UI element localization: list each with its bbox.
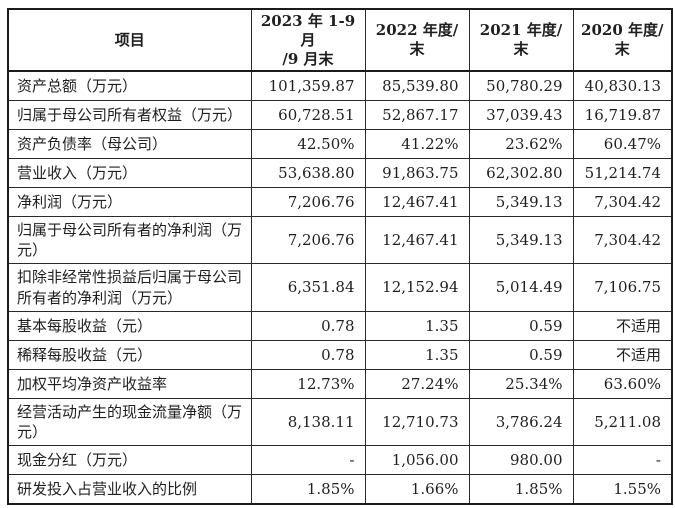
- cell-value: 5,349.13: [468, 186, 574, 217]
- cell-value: 7,206.76: [250, 215, 366, 265]
- cell-value: 12,710.73: [364, 397, 470, 447]
- cell-value: 0.78: [250, 339, 366, 370]
- cell-value: 5,211.08: [572, 397, 673, 447]
- row-label: 净利润（万元）: [7, 186, 252, 217]
- column-header-2021: 2021 年度/末: [468, 8, 574, 73]
- cell-value: 1.35: [364, 339, 470, 370]
- cell-value: -: [250, 445, 366, 476]
- cell-value: 1.85%: [468, 474, 574, 505]
- cell-value: 8,138.11: [250, 397, 366, 447]
- row-label: 现金分红（万元）: [7, 445, 252, 476]
- cell-value: 53,638.80: [250, 157, 366, 188]
- cell-value: 60,728.51: [250, 99, 366, 130]
- row-label: 归属于母公司所有者的净利润（万元）: [7, 215, 252, 265]
- row-label: 加权平均净资产收益率: [7, 368, 252, 399]
- table-row: 资产总额（万元） 101,359.87 85,539.80 50,780.29 …: [7, 70, 673, 101]
- cell-value: 7,304.42: [572, 215, 673, 265]
- table-row: 基本每股收益（元） 0.78 1.35 0.59 不适用: [7, 310, 673, 341]
- row-label: 经营活动产生的现金流量净额（万元）: [7, 397, 252, 447]
- cell-value: 1.35: [364, 310, 470, 341]
- cell-value: 980.00: [468, 445, 574, 476]
- cell-value: 27.24%: [364, 368, 470, 399]
- cell-value: 12,152.94: [364, 263, 470, 312]
- cell-value: 1,056.00: [364, 445, 470, 476]
- cell-value: 7,304.42: [572, 186, 673, 217]
- cell-value: 6,351.84: [250, 263, 366, 312]
- cell-value: 16,719.87: [572, 99, 673, 130]
- cell-value: 52,867.17: [364, 99, 470, 130]
- cell-value: 5,014.49: [468, 263, 574, 312]
- cell-value: 85,539.80: [364, 70, 470, 101]
- cell-value: 5,349.13: [468, 215, 574, 265]
- row-label: 研发投入占营业收入的比例: [7, 474, 252, 505]
- row-label: 扣除非经常性损益后归属于母公司所有者的净利润（万元）: [7, 263, 252, 312]
- cell-value: 42.50%: [250, 128, 366, 159]
- row-label: 稀释每股收益（元）: [7, 339, 252, 370]
- cell-value: 不适用: [572, 310, 673, 341]
- cell-value: 12.73%: [250, 368, 366, 399]
- table-row: 营业收入（万元） 53,638.80 91,863.75 62,302.80 5…: [7, 157, 673, 188]
- table-row: 归属于母公司所有者权益（万元） 60,728.51 52,867.17 37,0…: [7, 99, 673, 130]
- column-header-2020: 2020 年度/末: [572, 8, 673, 73]
- cell-value: 0.59: [468, 310, 574, 341]
- table-row: 现金分红（万元） - 1,056.00 980.00 -: [7, 445, 673, 476]
- cell-value: 不适用: [572, 339, 673, 370]
- cell-value: 3,786.24: [468, 397, 574, 447]
- table-row: 归属于母公司所有者的净利润（万元） 7,206.76 12,467.41 5,3…: [7, 215, 673, 265]
- header-row: 项目 2023 年 1-9 月 /9 月末 2022 年度/末 2021 年度/…: [7, 8, 673, 73]
- table-row: 研发投入占营业收入的比例 1.85% 1.66% 1.85% 1.55%: [7, 474, 673, 505]
- table-row: 资产负债率（母公司） 42.50% 41.22% 23.62% 60.47%: [7, 128, 673, 159]
- row-label: 资产总额（万元）: [7, 70, 252, 101]
- cell-value: 1.66%: [364, 474, 470, 505]
- cell-value: 40,830.13: [572, 70, 673, 101]
- cell-value: 63.60%: [572, 368, 673, 399]
- table-row: 稀释每股收益（元） 0.78 1.35 0.59 不适用: [7, 339, 673, 370]
- cell-value: 51,214.74: [572, 157, 673, 188]
- cell-value: 50,780.29: [468, 70, 574, 101]
- cell-value: 101,359.87: [250, 70, 366, 101]
- cell-value: 1.85%: [250, 474, 366, 505]
- row-label: 营业收入（万元）: [7, 157, 252, 188]
- row-label: 基本每股收益（元）: [7, 310, 252, 341]
- cell-value: 41.22%: [364, 128, 470, 159]
- cell-value: 12,467.41: [364, 186, 470, 217]
- table-row: 净利润（万元） 7,206.76 12,467.41 5,349.13 7,30…: [7, 186, 673, 217]
- table-row: 经营活动产生的现金流量净额（万元） 8,138.11 12,710.73 3,7…: [7, 397, 673, 447]
- column-header-2022: 2022 年度/末: [364, 8, 470, 73]
- table-row: 扣除非经常性损益后归属于母公司所有者的净利润（万元） 6,351.84 12,1…: [7, 263, 673, 312]
- row-label: 归属于母公司所有者权益（万元）: [7, 99, 252, 130]
- column-header-2023-9m: 2023 年 1-9 月 /9 月末: [250, 8, 366, 73]
- financial-summary-table: 项目 2023 年 1-9 月 /9 月末 2022 年度/末 2021 年度/…: [7, 8, 673, 505]
- column-header-item: 项目: [7, 8, 252, 73]
- table-row: 加权平均净资产收益率 12.73% 27.24% 25.34% 63.60%: [7, 368, 673, 399]
- cell-value: 7,106.75: [572, 263, 673, 312]
- cell-value: 23.62%: [468, 128, 574, 159]
- document-page: 项目 2023 年 1-9 月 /9 月末 2022 年度/末 2021 年度/…: [0, 8, 675, 508]
- cell-value: 7,206.76: [250, 186, 366, 217]
- cell-value: 37,039.43: [468, 99, 574, 130]
- cell-value: 60.47%: [572, 128, 673, 159]
- cell-value: 12,467.41: [364, 215, 470, 265]
- cell-value: 0.59: [468, 339, 574, 370]
- cell-value: 62,302.80: [468, 157, 574, 188]
- cell-value: 0.78: [250, 310, 366, 341]
- cell-value: 91,863.75: [364, 157, 470, 188]
- cell-value: 1.55%: [572, 474, 673, 505]
- cell-value: -: [572, 445, 673, 476]
- cell-value: 25.34%: [468, 368, 574, 399]
- row-label: 资产负债率（母公司）: [7, 128, 252, 159]
